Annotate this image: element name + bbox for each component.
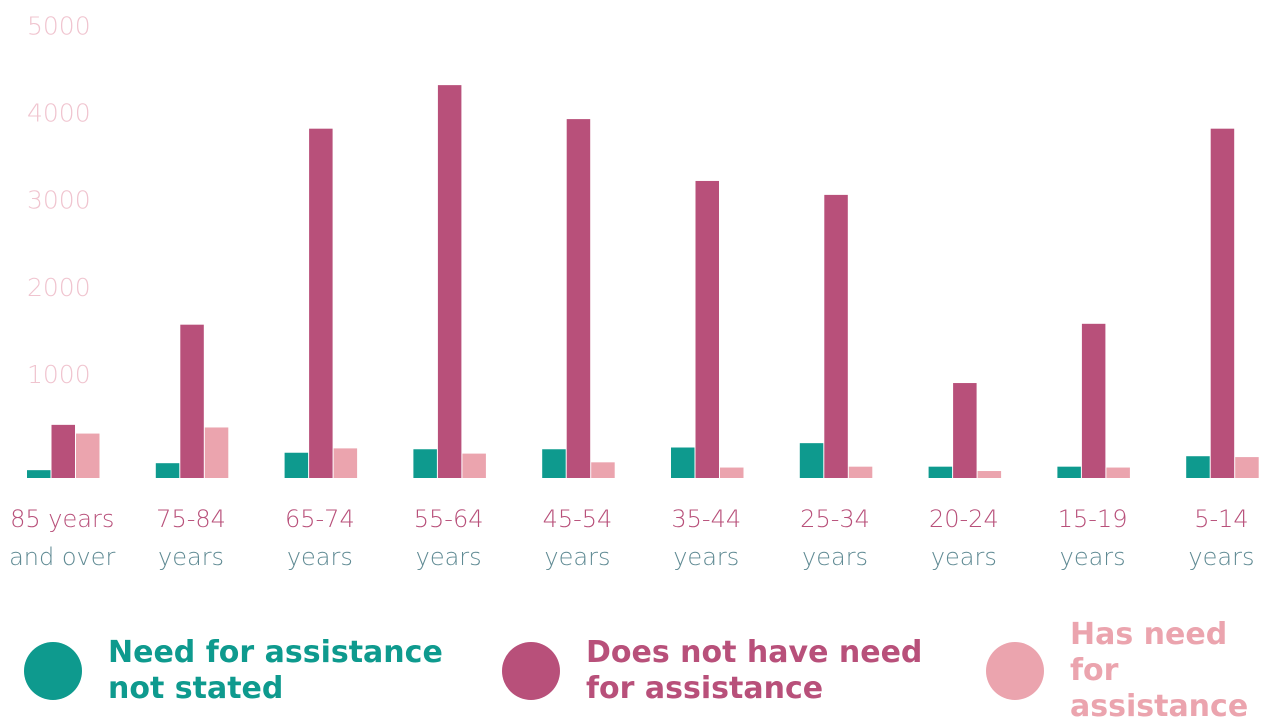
x-tick-label: years — [802, 543, 868, 571]
bar — [542, 449, 566, 478]
x-tick-label: and over — [9, 543, 115, 571]
x-tick-label: years — [544, 543, 610, 571]
bar — [799, 443, 824, 478]
y-tick-label: 3000 — [27, 186, 91, 215]
x-tick-label: years — [158, 543, 224, 571]
y-tick-label: 1000 — [27, 360, 91, 389]
gridlines — [27, 41, 1271, 392]
x-tick-label: years — [1188, 543, 1254, 571]
x-tick-label: 35-44 — [671, 505, 741, 533]
bar — [76, 433, 100, 478]
y-tick-label: 4000 — [27, 99, 91, 128]
x-tick-label: years — [931, 543, 997, 571]
bar — [51, 424, 75, 478]
bar — [462, 453, 486, 478]
legend-item-not-stated: Need for assistance not stated — [24, 635, 443, 706]
bar — [720, 467, 744, 478]
y-tick-label: 2000 — [27, 273, 91, 302]
bars — [27, 85, 1259, 478]
bar — [333, 448, 358, 478]
x-tick-label: 25-34 — [800, 505, 870, 533]
x-tick-label: 45-54 — [543, 505, 613, 533]
x-tick-label: 85 years — [10, 505, 114, 533]
y-axis-ticks: 1000 2000 3000 4000 5000 — [27, 11, 91, 388]
bar — [591, 462, 615, 478]
bar — [1186, 456, 1210, 478]
x-tick-label: 75-84 — [156, 505, 226, 533]
bar — [309, 128, 333, 478]
legend-item-no-need: Does not have need for assistance — [502, 635, 923, 706]
bar — [695, 180, 719, 478]
x-tick-label: 15-19 — [1058, 505, 1128, 533]
bar — [1106, 467, 1130, 478]
bar — [848, 466, 873, 478]
legend-item-has-need: Has need for assistance — [986, 617, 1271, 724]
x-tick-label: 55-64 — [414, 505, 484, 533]
bar — [1210, 128, 1235, 478]
legend-label: Has need for assistance — [1070, 617, 1249, 724]
bar — [284, 452, 309, 478]
legend-swatch — [502, 642, 560, 700]
bar — [155, 463, 180, 478]
y-tick-label: 5000 — [27, 11, 91, 40]
legend-label: Need for assistance not stated — [108, 635, 443, 706]
x-tick-label: years — [416, 543, 482, 571]
x-tick-label: 20-24 — [929, 505, 999, 533]
bar — [1235, 457, 1259, 478]
bar — [413, 449, 437, 478]
bar — [566, 119, 591, 478]
bar — [1057, 466, 1081, 478]
bar-chart: 1000 2000 3000 4000 5000 85 years and over 75-… — [9, 11, 1271, 571]
legend-swatch — [24, 642, 82, 700]
bar — [671, 447, 695, 478]
x-tick-label: 5-14 — [1194, 505, 1248, 533]
bar — [437, 85, 462, 478]
x-tick-label: years — [673, 543, 739, 571]
bar — [928, 466, 953, 478]
bar — [180, 324, 204, 478]
bar — [27, 470, 51, 478]
x-axis-ticks: 85 years and over 75-84 years 65-74 years 55-6… — [9, 505, 1254, 571]
bar — [1081, 323, 1106, 478]
x-tick-label: years — [287, 543, 353, 571]
bar — [824, 194, 848, 478]
legend-label: Does not have need for assistance — [586, 635, 923, 706]
legend-swatch — [986, 642, 1044, 700]
x-tick-label: 65-74 — [285, 505, 355, 533]
bar — [977, 471, 1002, 478]
bar — [953, 383, 977, 478]
bar — [204, 427, 229, 478]
x-tick-label: years — [1060, 543, 1126, 571]
